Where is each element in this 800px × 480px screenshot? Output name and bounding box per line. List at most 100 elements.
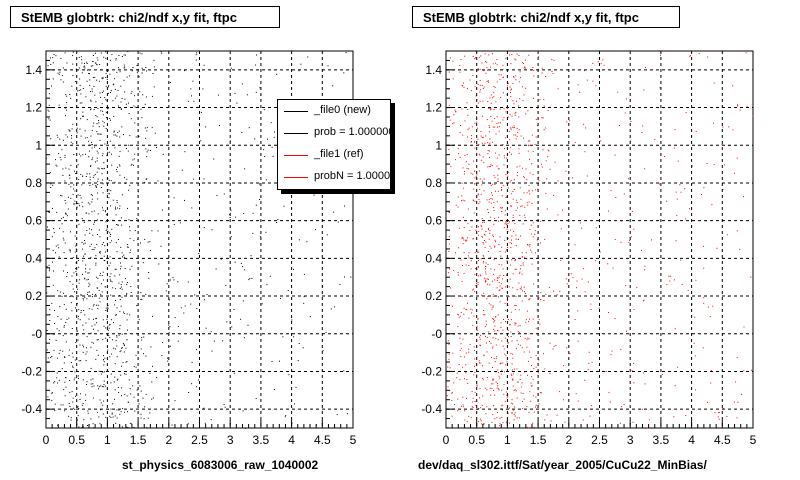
data-point <box>459 227 461 229</box>
data-point <box>129 314 131 316</box>
data-point <box>121 426 123 428</box>
data-point <box>85 322 87 324</box>
data-point <box>448 236 450 237</box>
data-point <box>514 114 516 116</box>
data-point <box>107 86 109 88</box>
data-point <box>146 427 148 429</box>
data-point <box>520 374 522 376</box>
data-point <box>559 391 561 393</box>
y-tick-label: 1.4 <box>425 63 442 77</box>
data-point <box>67 136 68 138</box>
data-point <box>52 249 54 251</box>
data-point <box>75 173 77 174</box>
data-point <box>46 349 48 351</box>
data-point <box>563 365 565 367</box>
data-point <box>516 127 518 129</box>
legend-label-new: _file0 (new) <box>314 104 371 116</box>
data-point <box>512 379 514 381</box>
data-point <box>83 310 85 311</box>
data-point <box>492 379 494 381</box>
data-point <box>109 278 111 280</box>
data-point <box>488 107 490 109</box>
data-point <box>53 382 55 384</box>
data-point <box>97 304 99 306</box>
data-point <box>116 135 118 137</box>
data-point <box>510 229 512 231</box>
x-tick-label: 4.5 <box>314 433 331 447</box>
data-point <box>483 355 485 357</box>
data-point <box>231 326 233 328</box>
data-point <box>619 125 620 126</box>
data-point <box>498 154 500 156</box>
data-point <box>184 70 185 72</box>
data-point <box>467 114 469 116</box>
data-point <box>109 73 111 75</box>
data-point <box>495 357 497 359</box>
data-point <box>171 424 173 426</box>
data-point <box>142 262 144 264</box>
data-point <box>487 150 489 152</box>
data-point <box>502 207 503 209</box>
data-point <box>116 345 118 347</box>
data-point <box>501 417 503 418</box>
data-point <box>599 251 601 253</box>
data-point <box>255 204 257 206</box>
data-point <box>75 262 77 264</box>
data-point <box>470 312 472 314</box>
data-point <box>528 321 530 323</box>
data-point <box>68 129 70 131</box>
data-point <box>487 208 489 210</box>
data-point <box>474 147 476 149</box>
data-point <box>130 286 132 287</box>
data-point <box>518 417 520 419</box>
data-point <box>93 385 95 387</box>
data-point <box>113 134 115 136</box>
data-point <box>116 417 118 419</box>
data-point <box>89 203 91 205</box>
data-point <box>147 149 149 151</box>
data-point <box>529 318 530 320</box>
data-point <box>528 54 530 56</box>
data-point <box>511 340 513 342</box>
data-point <box>482 88 484 89</box>
data-point <box>131 70 133 72</box>
data-point <box>477 282 479 283</box>
data-point <box>288 374 290 376</box>
data-point <box>184 151 186 153</box>
data-point <box>50 427 52 429</box>
data-point <box>136 389 138 391</box>
data-point <box>120 85 122 87</box>
data-point <box>97 198 99 200</box>
data-point <box>116 251 118 253</box>
data-point <box>525 113 527 115</box>
data-point <box>76 331 78 332</box>
data-point <box>502 119 504 121</box>
data-point <box>127 401 129 403</box>
data-point <box>145 96 147 98</box>
data-point <box>114 88 116 90</box>
data-point <box>96 150 98 152</box>
data-point <box>119 274 121 276</box>
data-point <box>623 193 625 195</box>
data-point <box>527 244 529 245</box>
data-point <box>95 185 97 187</box>
data-point <box>510 336 512 337</box>
data-point <box>562 209 563 211</box>
data-point <box>515 209 517 211</box>
data-point <box>564 421 566 423</box>
data-point <box>87 412 89 414</box>
data-point <box>464 410 466 412</box>
data-point <box>149 241 151 243</box>
data-point <box>274 131 275 133</box>
data-point <box>541 166 543 168</box>
data-point <box>615 197 617 198</box>
data-point <box>512 357 514 359</box>
data-point <box>82 175 84 177</box>
data-point <box>471 309 473 311</box>
data-point <box>530 382 532 384</box>
data-point <box>497 180 499 182</box>
data-point <box>123 351 125 353</box>
data-point <box>93 328 95 330</box>
data-point <box>151 398 153 400</box>
legend-swatch-new <box>284 111 308 112</box>
